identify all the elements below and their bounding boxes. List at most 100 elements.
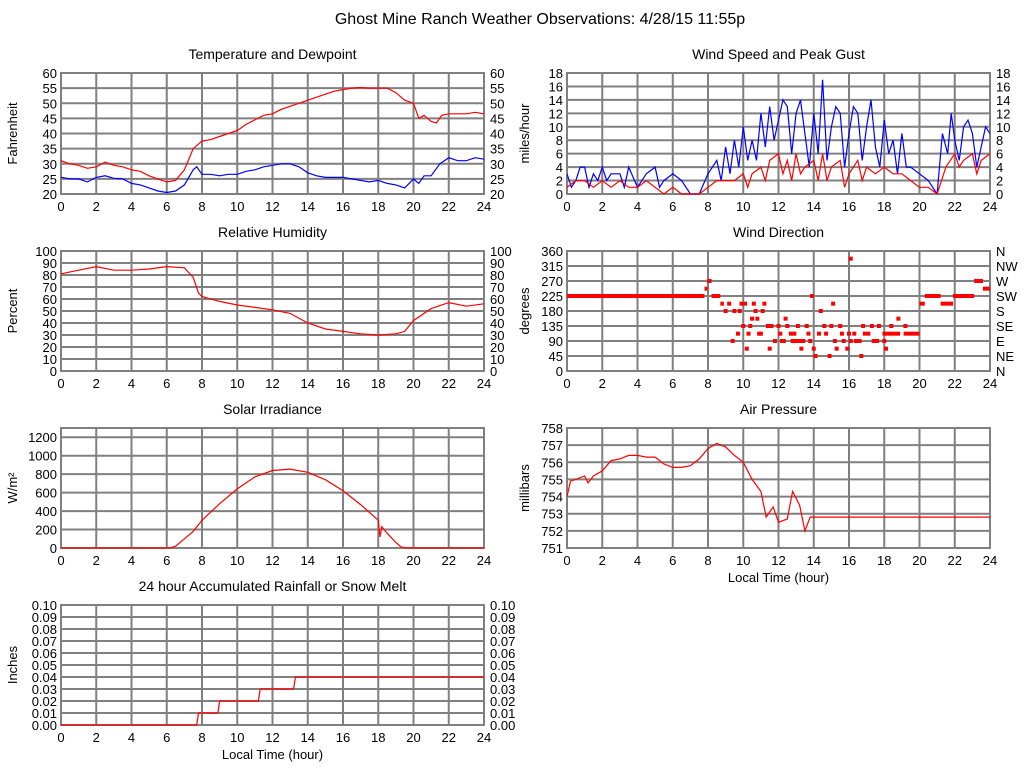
plot-area [61, 86, 484, 194]
x-tick-label: 6 [669, 553, 676, 568]
y-tick-label: 0 [50, 541, 57, 556]
x-tick-label: 10 [736, 553, 750, 568]
relative-humidity-line [61, 265, 484, 336]
x-tick-label: 12 [265, 730, 279, 745]
x-tick-label: 10 [230, 376, 244, 391]
chart-title: Wind Direction [733, 224, 824, 240]
y-tick-label: 4 [556, 160, 563, 175]
direction-point [806, 331, 811, 336]
plot-frame [60, 427, 485, 549]
direction-point [845, 346, 850, 351]
direction-point [859, 354, 864, 358]
x-axis-label: Local Time (hour) [222, 747, 323, 762]
direction-point [903, 324, 908, 328]
y-tick-label: 16 [549, 79, 563, 94]
y-tick-label: 360 [541, 244, 563, 259]
y-tick-label: 25 [43, 172, 57, 187]
right-tick-label: SW [996, 289, 1018, 304]
direction-point [743, 301, 748, 306]
direction-point [795, 324, 800, 328]
x-tick-label: 22 [442, 199, 456, 214]
x-tick-label: 12 [265, 376, 279, 391]
right-tick-label: 10 [490, 352, 504, 367]
plot-frame [566, 427, 991, 549]
x-tick-label: 18 [877, 553, 891, 568]
y-axis-label: Inches [5, 645, 20, 684]
right-tick-label: 16 [996, 79, 1010, 94]
x-tick-label: 20 [406, 199, 420, 214]
x-tick-label: 22 [948, 553, 962, 568]
direction-run [940, 301, 953, 306]
x-tick-label: 12 [771, 199, 785, 214]
x-tick-label: 12 [265, 553, 279, 568]
direction-point [739, 301, 744, 306]
x-tick-label: 20 [912, 199, 926, 214]
x-tick-label: 14 [301, 730, 315, 745]
x-axis-label: Local Time (hour) [728, 570, 829, 585]
direction-point [737, 309, 742, 313]
direction-point [730, 339, 735, 343]
x-tick-label: 16 [336, 376, 350, 391]
y-tick-label: 225 [541, 289, 563, 304]
plot-frame [60, 250, 485, 372]
direction-point [804, 324, 809, 328]
y-tick-label: 200 [35, 523, 57, 538]
direction-point [857, 339, 862, 343]
right-tick-label: 4 [996, 160, 1003, 175]
x-tick-label: 2 [599, 199, 606, 214]
right-tick-label: 35 [490, 142, 504, 157]
x-tick-label: 0 [57, 730, 64, 745]
y-tick-label: 90 [43, 256, 57, 271]
direction-point [818, 309, 823, 313]
y-tick-label: 40 [43, 127, 57, 142]
x-tick-label: 6 [163, 730, 170, 745]
y-tick-label: 30 [43, 328, 57, 343]
x-tick-label: 6 [163, 199, 170, 214]
plot-area [61, 676, 484, 726]
x-tick-label: 22 [948, 199, 962, 214]
x-tick-label: 18 [371, 553, 385, 568]
y-tick-label: 0.08 [32, 622, 57, 637]
y-tick-label: 40 [43, 316, 57, 331]
y-tick-label: 751 [541, 541, 563, 556]
direction-point [792, 331, 797, 336]
direction-run [974, 279, 983, 283]
direction-point [732, 309, 737, 313]
right-tick-label: 55 [490, 81, 504, 96]
y-tick-label: 0.04 [32, 670, 57, 685]
y-tick-label: 18 [549, 66, 563, 81]
temperature-line [61, 86, 484, 183]
y-axis-label: W/m² [5, 472, 20, 504]
right-tick-label: 60 [490, 292, 504, 307]
y-tick-label: 80 [43, 268, 57, 283]
x-tick-label: 8 [704, 553, 711, 568]
direction-point [794, 339, 799, 343]
y-tick-label: 100 [35, 244, 57, 259]
right-tick-label: 0.00 [490, 718, 515, 733]
direction-point [817, 331, 822, 336]
y-tick-label: 315 [541, 259, 563, 274]
direction-point [808, 339, 813, 343]
dewpoint-line [61, 157, 484, 194]
rainfall-chart: 24 hour Accumulated Rainfall or Snow Mel… [5, 578, 515, 762]
solar-irradiance-line [61, 468, 484, 549]
x-tick-label: 8 [198, 199, 205, 214]
right-tick-label: 6 [996, 147, 1003, 162]
direction-run [711, 294, 721, 298]
y-tick-label: 1200 [28, 430, 57, 445]
right-tick-label: 0 [490, 364, 497, 379]
right-tick-label: N [996, 244, 1005, 259]
direction-point [869, 324, 874, 328]
right-tick-label: 0.01 [490, 706, 515, 721]
x-tick-label: 0 [563, 199, 570, 214]
direction-point [884, 346, 889, 351]
right-tick-label: 0.04 [490, 670, 515, 685]
direction-point [769, 324, 774, 328]
direction-point [841, 339, 846, 343]
x-tick-label: 12 [771, 376, 785, 391]
plot-area [567, 442, 990, 534]
y-tick-label: 0.02 [32, 694, 57, 709]
direction-point [778, 331, 783, 336]
